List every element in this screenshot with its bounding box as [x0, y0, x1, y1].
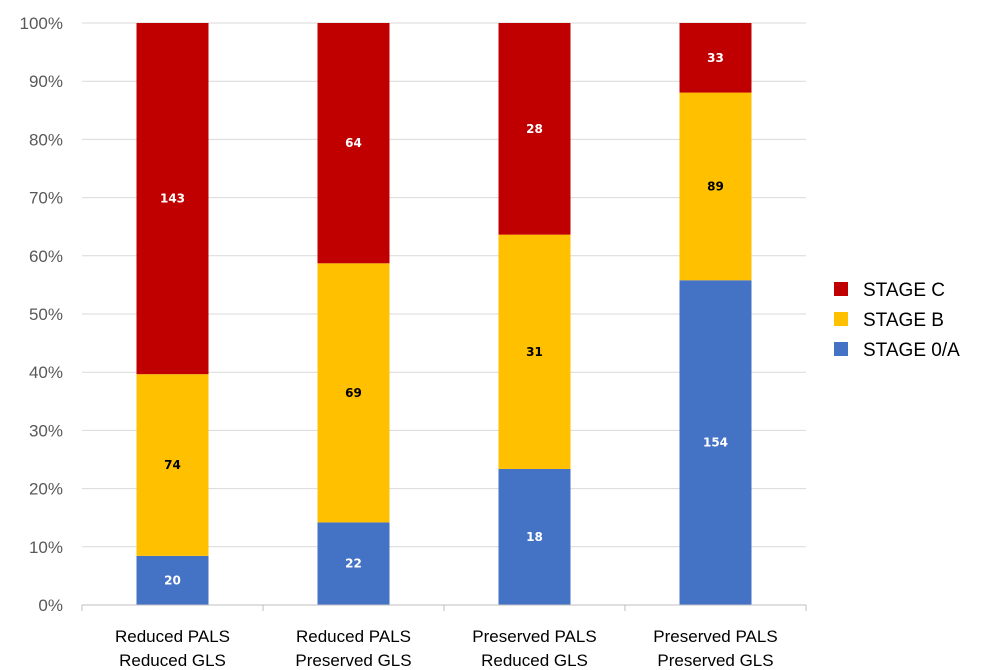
y-tick-label: 80% [29, 130, 63, 149]
bar-segment [317, 263, 390, 523]
legend-swatch [834, 342, 848, 356]
y-tick-label: 30% [29, 421, 63, 440]
y-tick-label: 100% [20, 14, 63, 33]
data-label: 22 [345, 557, 362, 571]
bar-segment [679, 92, 752, 281]
x-tick-label: Preserved GLS [657, 651, 773, 670]
bars: 20 74 143 22 69 64 18 31 28 154 89 33 [136, 23, 752, 605]
y-tick-label: 40% [29, 363, 63, 382]
y-tick-label: 0% [38, 596, 63, 615]
y-axis-ticks: 0% 10% 20% 30% 40% 50% 60% 70% 80% 90% 100% [20, 14, 63, 615]
bar-segment [679, 23, 752, 93]
legend-label: STAGE C [863, 280, 945, 301]
bar-segment [498, 234, 571, 469]
data-label: 143 [160, 192, 185, 206]
x-tick-label: Preserved PALS [472, 627, 596, 646]
y-tick-label: 50% [29, 305, 63, 324]
legend: STAGE C STAGE B STAGE 0/A [834, 280, 960, 361]
data-label: 64 [345, 136, 362, 150]
data-label: 20 [164, 573, 181, 587]
bar-segment [679, 280, 752, 605]
x-tick-label: Reduced GLS [481, 651, 588, 670]
legend-label: STAGE 0/A [863, 340, 960, 361]
bar-segment [136, 23, 209, 375]
x-tick-label: Reduced GLS [119, 651, 226, 670]
data-label: 31 [526, 345, 543, 359]
y-tick-label: 70% [29, 189, 63, 208]
x-tick-label: Reduced PALS [296, 627, 411, 646]
bar-segment [136, 374, 209, 556]
data-label: 89 [707, 179, 724, 193]
data-label: 18 [526, 530, 543, 544]
data-label: 33 [707, 51, 724, 65]
legend-label: STAGE B [863, 310, 944, 331]
y-tick-label: 10% [29, 538, 63, 557]
y-tick-label: 20% [29, 480, 63, 499]
y-tick-label: 90% [29, 72, 63, 91]
x-axis: Reduced PALS Reduced GLS Reduced PALS Prese… [81, 604, 807, 670]
legend-swatch [834, 282, 848, 296]
x-tick-label: Preserved PALS [653, 627, 777, 646]
x-tick-label: Reduced PALS [115, 627, 230, 646]
bar-segment [317, 522, 390, 605]
data-label: 74 [164, 458, 181, 472]
data-label: 154 [703, 436, 728, 450]
bar-segment [136, 555, 209, 605]
data-label: 28 [526, 122, 543, 136]
bar-segment [498, 468, 571, 605]
bar-segment [317, 23, 390, 264]
bar-segment [498, 23, 571, 235]
legend-swatch [834, 312, 848, 326]
y-tick-label: 60% [29, 247, 63, 266]
x-tick-label: Preserved GLS [295, 651, 411, 670]
data-label: 69 [345, 386, 362, 400]
